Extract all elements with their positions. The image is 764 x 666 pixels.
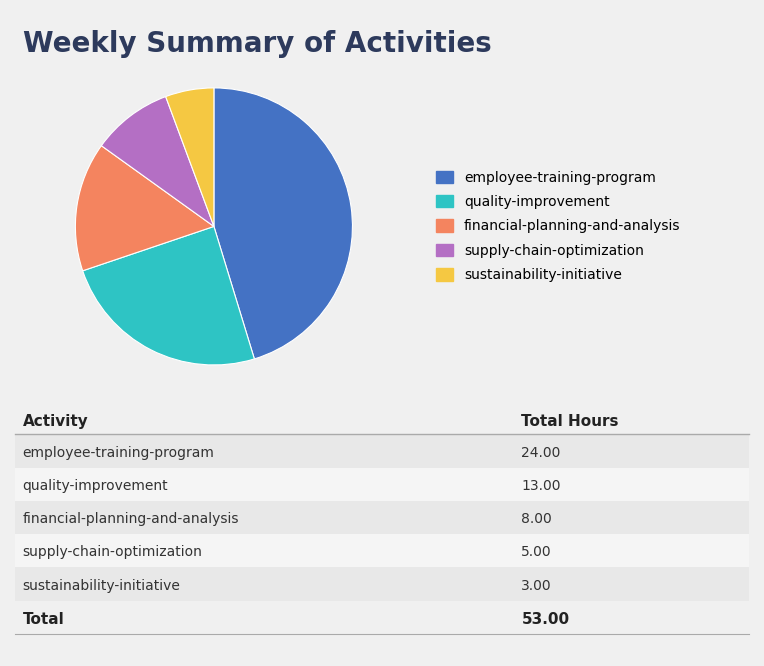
Text: quality-improvement: quality-improvement [23,479,168,493]
Wedge shape [102,97,214,226]
Text: 5.00: 5.00 [521,545,552,559]
Bar [15,501,749,534]
Wedge shape [166,88,214,226]
Text: supply-chain-optimization: supply-chain-optimization [23,545,202,559]
Wedge shape [76,146,214,271]
Text: Total: Total [23,611,64,627]
Text: 53.00: 53.00 [521,611,569,627]
Bar [15,534,749,567]
Bar [15,567,749,601]
Bar [15,601,749,634]
Text: 8.00: 8.00 [521,512,552,526]
Text: Activity: Activity [23,414,89,428]
Text: financial-planning-and-analysis: financial-planning-and-analysis [23,512,239,526]
Wedge shape [83,226,254,365]
Bar [15,434,749,468]
Text: Total Hours: Total Hours [521,414,619,428]
Text: 24.00: 24.00 [521,446,561,460]
Text: employee-training-program: employee-training-program [23,446,215,460]
Bar [15,405,749,434]
Legend: employee-training-program, quality-improvement, financial-planning-and-analysis,: employee-training-program, quality-impro… [436,170,681,282]
Wedge shape [214,88,352,359]
Bar [15,468,749,501]
Text: 13.00: 13.00 [521,479,561,493]
Text: Weekly Summary of Activities: Weekly Summary of Activities [23,30,492,58]
Text: sustainability-initiative: sustainability-initiative [23,579,180,593]
Text: 3.00: 3.00 [521,579,552,593]
